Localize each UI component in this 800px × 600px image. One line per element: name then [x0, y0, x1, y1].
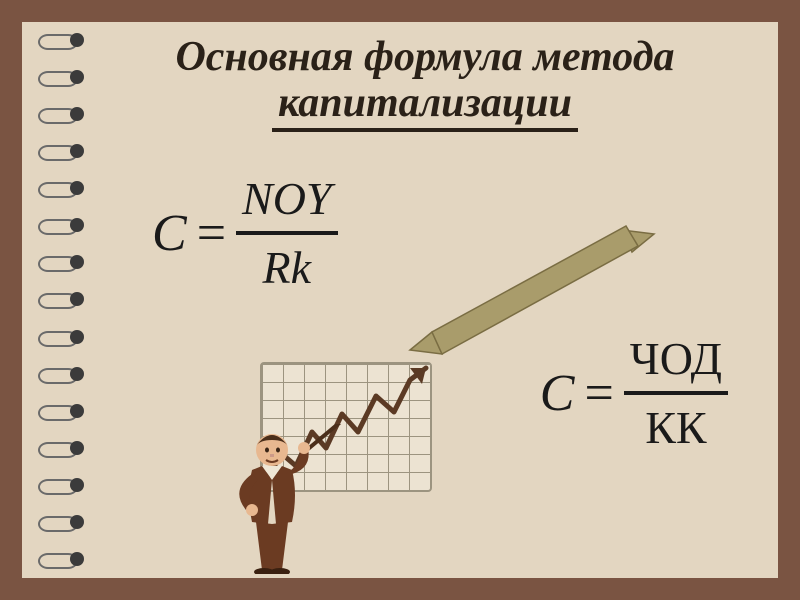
f2-eq: = [584, 364, 613, 423]
spiral-binding [32, 30, 82, 570]
spiral-ring [32, 549, 78, 569]
title-line-2: капитализации [272, 80, 578, 132]
f1-eq: = [197, 204, 226, 263]
illustration [212, 362, 442, 572]
spiral-ring [32, 30, 78, 50]
spiral-ring [32, 364, 78, 384]
title-line-1: Основная формула метода [92, 34, 758, 80]
spiral-ring [32, 327, 78, 347]
f1-fraction: NOY Rk [236, 172, 337, 294]
spiral-ring [32, 438, 78, 458]
f1-bar [236, 231, 337, 235]
f1-denominator: Rk [257, 241, 318, 294]
f1-lhs: С [152, 204, 187, 263]
f2-lhs: С [540, 364, 575, 423]
slide-frame: Основная формула метода капитализации С … [0, 0, 800, 600]
formula-chod-kk: С = ЧОД КК [540, 332, 728, 454]
slide-title: Основная формула метода капитализации [92, 34, 758, 132]
spiral-ring [32, 104, 78, 124]
spiral-ring [32, 178, 78, 198]
formula-noy-rk: С = NOY Rk [152, 172, 338, 294]
spiral-ring [32, 475, 78, 495]
spiral-ring [32, 252, 78, 272]
spiral-ring [32, 67, 78, 87]
f2-bar [624, 391, 728, 395]
spiral-ring [32, 512, 78, 532]
f2-denominator: КК [639, 401, 712, 454]
businessman-icon [212, 424, 362, 574]
f1-numerator: NOY [236, 172, 337, 225]
spiral-ring [32, 401, 78, 421]
f2-fraction: ЧОД КК [624, 332, 728, 454]
spiral-ring [32, 289, 78, 309]
spiral-ring [32, 215, 78, 235]
f2-numerator: ЧОД [624, 332, 728, 385]
spiral-ring [32, 141, 78, 161]
